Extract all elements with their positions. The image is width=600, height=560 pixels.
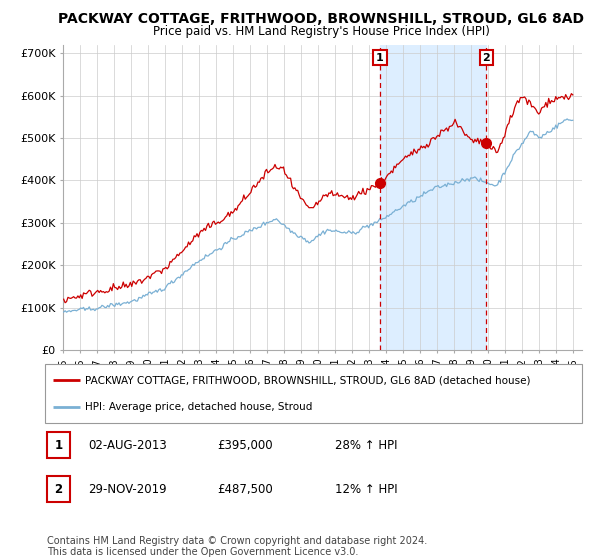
Text: £395,000: £395,000 [217,439,272,452]
Text: 2: 2 [482,53,490,63]
Text: Contains HM Land Registry data © Crown copyright and database right 2024.
This d: Contains HM Land Registry data © Crown c… [47,535,427,557]
Text: HPI: Average price, detached house, Stroud: HPI: Average price, detached house, Stro… [85,402,313,412]
Text: Price paid vs. HM Land Registry's House Price Index (HPI): Price paid vs. HM Land Registry's House … [152,25,490,38]
FancyBboxPatch shape [47,477,70,502]
Text: 1: 1 [376,53,384,63]
Text: 2: 2 [55,483,62,496]
Text: PACKWAY COTTAGE, FRITHWOOD, BROWNSHILL, STROUD, GL6 8AD: PACKWAY COTTAGE, FRITHWOOD, BROWNSHILL, … [58,12,584,26]
FancyBboxPatch shape [45,364,582,423]
Text: PACKWAY COTTAGE, FRITHWOOD, BROWNSHILL, STROUD, GL6 8AD (detached house): PACKWAY COTTAGE, FRITHWOOD, BROWNSHILL, … [85,375,531,385]
Text: 29-NOV-2019: 29-NOV-2019 [88,483,167,496]
Text: 1: 1 [55,439,62,452]
Bar [380,45,486,350]
FancyBboxPatch shape [47,432,70,459]
Text: 12% ↑ HPI: 12% ↑ HPI [335,483,398,496]
Text: 02-AUG-2013: 02-AUG-2013 [88,439,167,452]
Text: £487,500: £487,500 [217,483,272,496]
Text: 28% ↑ HPI: 28% ↑ HPI [335,439,397,452]
